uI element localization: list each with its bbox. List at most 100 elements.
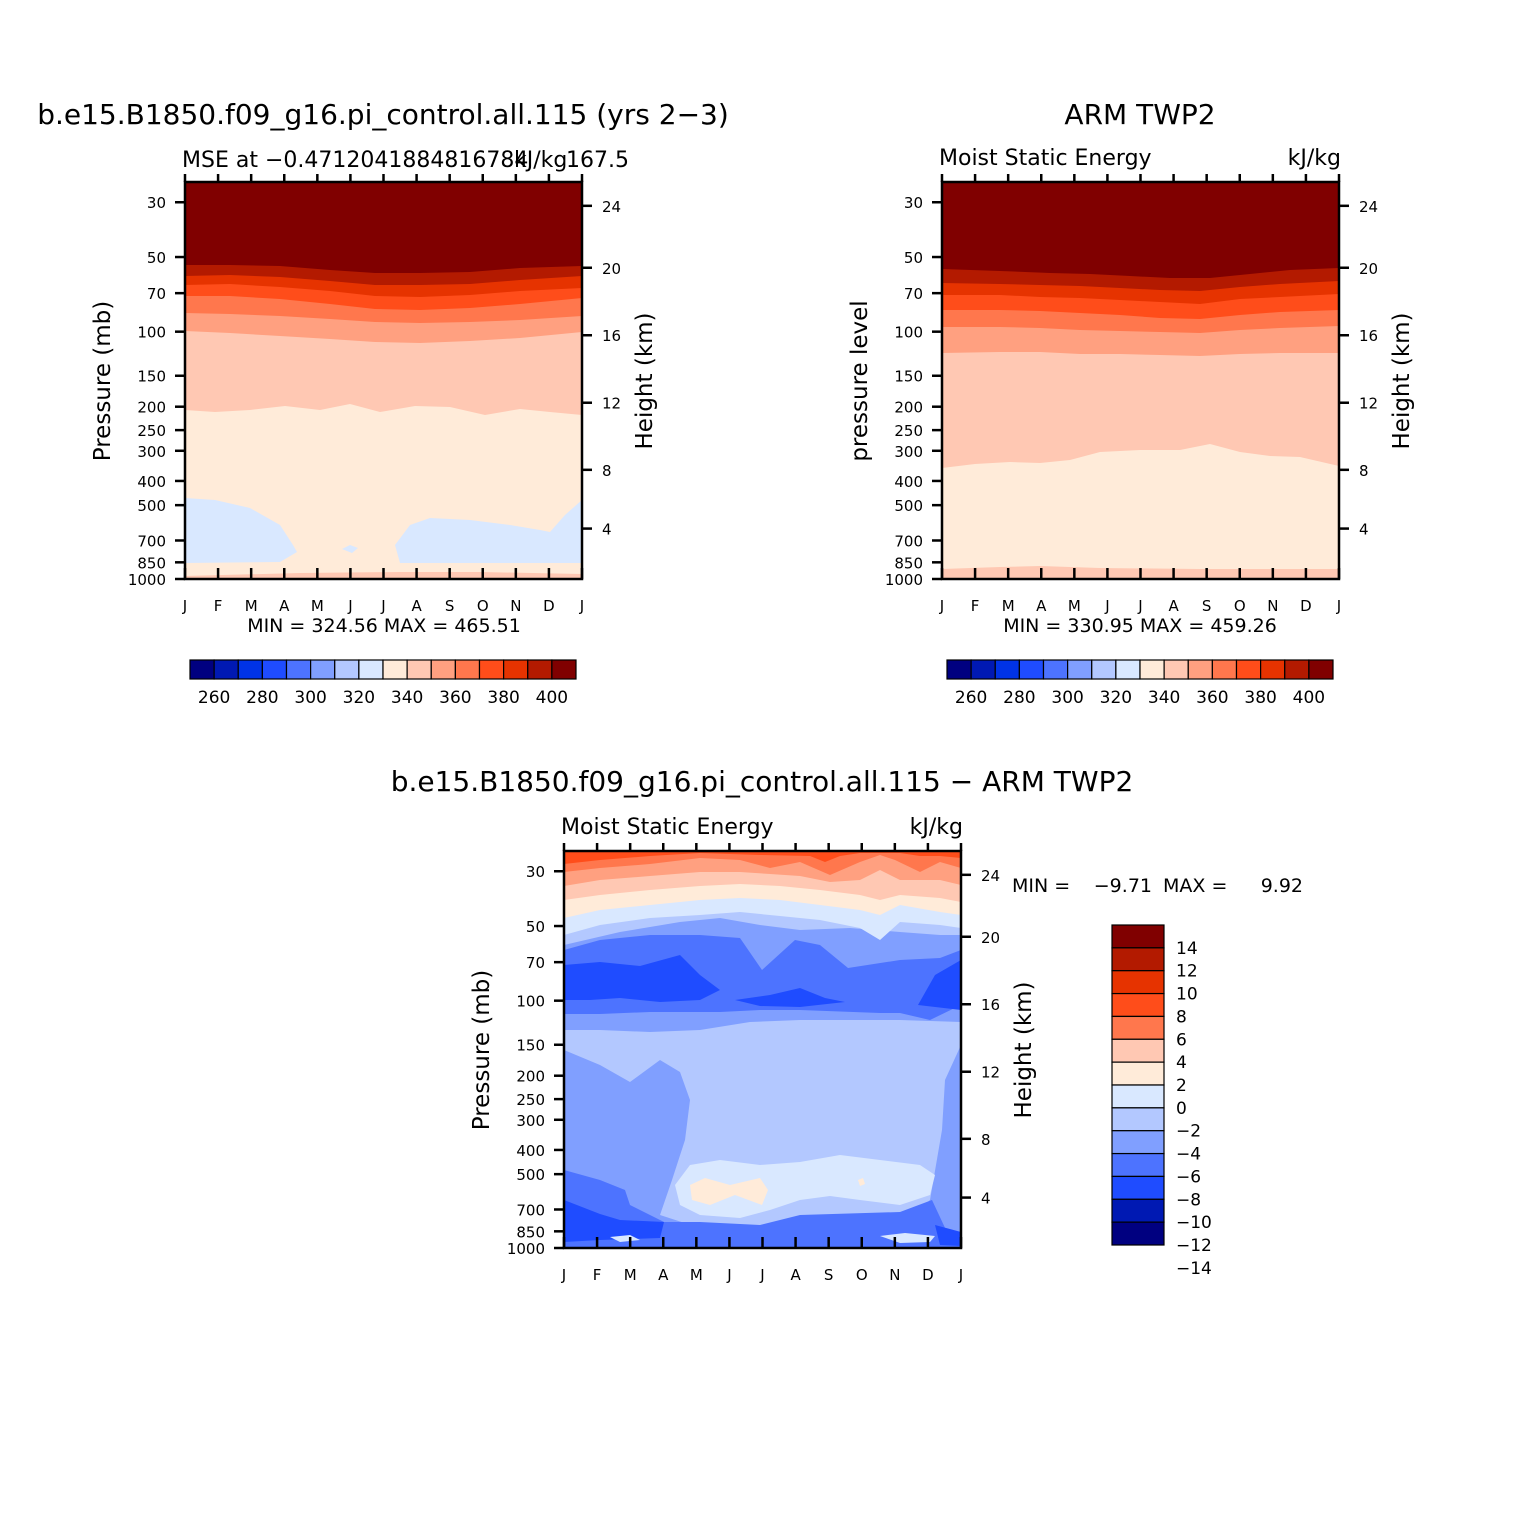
colorbar-label: 8 <box>1176 1007 1187 1027</box>
colorbar-label: 10 <box>1176 985 1198 1005</box>
colorbar-label: 300 <box>294 688 326 708</box>
colorbar-box <box>261 659 288 680</box>
diff-subtitle-left: Moist Static Energy <box>561 815 774 840</box>
pressure-label: 850 <box>516 1223 545 1241</box>
month-label: F <box>971 597 980 615</box>
pressure-label: 30 <box>147 194 166 212</box>
model-level-320-330 <box>185 498 297 563</box>
colorbar-label: 12 <box>1176 962 1198 982</box>
month-label: J <box>1336 597 1341 615</box>
pressure-label: 700 <box>137 532 166 550</box>
diff-stats-max-label: MAX = <box>1163 875 1227 897</box>
colorbar-label: 260 <box>955 688 987 708</box>
colorbar-box <box>454 659 481 680</box>
month-label: J <box>939 597 944 615</box>
month-label: J <box>561 1266 566 1284</box>
colorbar-box <box>1284 659 1310 680</box>
colorbar-box <box>382 659 408 680</box>
colorbar-label: 320 <box>1100 688 1132 708</box>
colorbar-label: 4 <box>1176 1053 1187 1073</box>
month-label: D <box>922 1266 934 1284</box>
colorbar-label: 280 <box>1003 688 1035 708</box>
month-label: D <box>543 597 555 615</box>
diff-stats-min: −9.71 <box>1094 875 1152 897</box>
diff-level-8-10 <box>564 851 961 864</box>
height-label: 24 <box>602 198 621 216</box>
pressure-label: 100 <box>137 324 166 342</box>
pressure-label: 200 <box>137 399 166 417</box>
month-label: J <box>579 597 584 615</box>
model-contours <box>185 182 582 579</box>
model-subtitle-right: kJ/kg <box>514 148 567 173</box>
pressure-label: 250 <box>137 422 166 440</box>
diff-ylabel-right: Height (km) <box>1011 981 1037 1118</box>
pressure-label: 70 <box>904 285 923 303</box>
pressure-label: 250 <box>516 1091 545 1109</box>
height-label: 4 <box>602 521 612 539</box>
panel-diff: b.e15.B1850.f09_g16.pi_control.all.115 −… <box>391 765 1303 1284</box>
colorbar-box <box>1042 659 1069 680</box>
height-label: 20 <box>1359 260 1378 278</box>
month-label: O <box>477 597 489 615</box>
model-ylabel-right: Height (km) <box>632 312 658 449</box>
colorbar-box <box>1111 992 1165 1018</box>
pressure-label: 500 <box>516 1166 545 1184</box>
colorbar-box <box>1139 659 1165 680</box>
month-label: J <box>380 597 385 615</box>
month-label: M <box>1068 597 1081 615</box>
panel-model: b.e15.B1850.f09_g16.pi_control.all.115 (… <box>37 98 729 708</box>
model-stats: MIN = 324.56 MAX = 465.51 <box>247 615 521 637</box>
height-label: 20 <box>602 260 621 278</box>
colorbar-box <box>1115 659 1141 680</box>
model-axes: J F M A M J J A S O N D J 30 50 70 100 150 200 250 300 400 500… <box>128 174 621 615</box>
month-label: A <box>1036 597 1047 615</box>
colorbar-box <box>285 659 312 680</box>
obs-subtitle-right: kJ/kg <box>1288 146 1341 171</box>
colorbar-label: 340 <box>391 688 423 708</box>
month-label: J <box>1104 597 1109 615</box>
colorbar-box <box>551 659 577 680</box>
month-label: J <box>1137 597 1142 615</box>
diff-level-neg8-neg6-bottom <box>564 1170 961 1248</box>
colorbar-label: 6 <box>1176 1030 1187 1050</box>
colorbar-label: −14 <box>1176 1259 1212 1279</box>
diff-level-neg10-neg8-bottom <box>564 1200 664 1242</box>
colorbar-box <box>1235 659 1262 680</box>
height-label: 16 <box>1359 327 1378 345</box>
colorbar-box <box>1111 1221 1165 1246</box>
month-label: J <box>726 1266 731 1284</box>
colorbar-box <box>1163 659 1189 680</box>
month-label: A <box>1168 597 1179 615</box>
colorbar-box <box>406 659 432 680</box>
month-label: M <box>1002 597 1015 615</box>
pressure-label: 700 <box>516 1201 545 1219</box>
month-label: J <box>759 1266 764 1284</box>
colorbar-box <box>1111 1175 1165 1200</box>
colorbar-label: −4 <box>1176 1145 1201 1165</box>
month-label: D <box>1300 597 1312 615</box>
pressure-label: 150 <box>516 1037 545 1055</box>
pressure-label: 1000 <box>128 571 166 589</box>
height-label: 16 <box>981 996 1000 1014</box>
diff-level-neg2-0 <box>610 1235 640 1242</box>
pressure-label: 250 <box>894 422 923 440</box>
obs-title: ARM TWP2 <box>1064 98 1215 131</box>
month-label: F <box>593 1266 602 1284</box>
colorbar-box <box>994 659 1020 680</box>
obs-level-400plus <box>942 182 1339 278</box>
pressure-label: 1000 <box>885 571 923 589</box>
pressure-label: 150 <box>894 368 923 386</box>
colorbar-label: 380 <box>1244 688 1276 708</box>
pressure-label: 70 <box>147 285 166 303</box>
pressure-label: 70 <box>526 954 545 972</box>
colorbar-box <box>1111 1107 1165 1132</box>
month-label: A <box>658 1266 669 1284</box>
month-label: O <box>856 1266 868 1284</box>
height-label: 8 <box>1359 462 1369 480</box>
month-label: S <box>1202 597 1212 615</box>
month-label: M <box>245 597 258 615</box>
month-label: J <box>347 597 352 615</box>
pressure-label: 50 <box>526 918 545 936</box>
colorbar-label: 400 <box>536 688 568 708</box>
colorbar-label: −8 <box>1176 1190 1201 1210</box>
